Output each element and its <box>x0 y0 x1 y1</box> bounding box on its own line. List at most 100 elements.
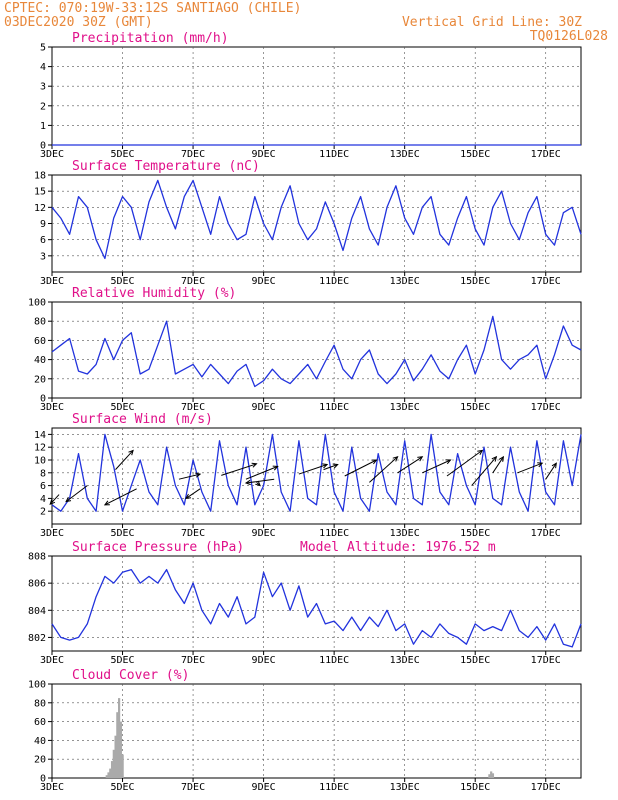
wind-arrow-shaft <box>104 488 137 506</box>
wind-arrow-shaft <box>298 464 328 475</box>
y-tick-label: 20 <box>34 374 46 385</box>
wind-arrow-shaft <box>492 456 504 474</box>
x-tick-label: 7DEC <box>181 276 205 287</box>
y-tick-label: 100 <box>28 298 46 309</box>
y-tick-label: 804 <box>28 606 46 617</box>
wind-arrow-head <box>185 493 192 500</box>
panel-annotation: Model Altitude: 1976.52 m <box>300 540 496 555</box>
wind-arrow-head <box>322 463 329 469</box>
header-location: CPTEC: 070:19W-33:12S SANTIAGO (CHILE) <box>4 1 301 16</box>
x-tick-label: 17DEC <box>531 655 561 666</box>
x-tick-label: 13DEC <box>390 276 420 287</box>
wind-arrow-shaft <box>397 456 423 474</box>
x-tick-label: 9DEC <box>252 655 276 666</box>
x-tick-label: 3DEC <box>40 655 64 666</box>
y-tick-label: 5 <box>40 43 46 54</box>
y-tick-label: 6 <box>40 235 46 246</box>
x-tick-label: 7DEC <box>181 655 205 666</box>
y-tick-label: 806 <box>28 579 46 590</box>
panel-title: Relative Humidity (%) <box>72 286 236 301</box>
wind-arrow-head <box>272 465 279 471</box>
x-tick-label: 9DEC <box>252 276 276 287</box>
cloud-bar <box>490 771 493 778</box>
wind-arrow-shaft <box>185 488 201 499</box>
wind-arrow-head <box>255 480 261 487</box>
y-tick-label: 12 <box>34 203 46 214</box>
wind-arrow-head <box>417 456 424 462</box>
x-tick-label: 13DEC <box>390 782 420 793</box>
x-tick-label: 9DEC <box>252 528 276 539</box>
y-tick-label: 2 <box>40 507 46 518</box>
y-tick-label: 808 <box>28 552 46 563</box>
x-tick-label: 7DEC <box>181 528 205 539</box>
wind-arrow-shaft <box>65 485 88 502</box>
cloud-bar <box>107 772 110 778</box>
wind-arrow-head <box>392 456 399 462</box>
wind-arrow-head <box>195 472 202 478</box>
panel-frame <box>51 683 582 779</box>
x-tick-label: 15DEC <box>460 149 490 160</box>
wind-arrow-head <box>251 462 258 468</box>
x-tick-label: 7DEC <box>181 782 205 793</box>
x-tick-label: 11DEC <box>319 402 349 413</box>
wind-arrow-shaft <box>517 462 543 474</box>
wind-arrow-head <box>103 500 110 506</box>
y-tick-label: 0 <box>40 141 46 152</box>
x-tick-label: 9DEC <box>252 402 276 413</box>
panels: Precipitation (mm/h) 3DEC 5DEC 7DEC 9DEC 11DE… <box>28 31 582 793</box>
x-tick-label: 11DEC <box>319 149 349 160</box>
cloud-bar <box>110 761 114 778</box>
wind-arrow-shaft <box>178 473 201 480</box>
y-tick-label: 18 <box>34 171 46 182</box>
panel-6: Cloud Cover (%) 3DEC 5DEC 7DEC 9DEC 11DEC 13DE… <box>28 668 582 793</box>
wind-arrow-head <box>445 459 452 465</box>
x-tick-label: 15DEC <box>460 276 490 287</box>
x-tick-label: 17DEC <box>531 402 561 413</box>
wind-arrow-shaft <box>245 465 278 480</box>
panel-frame <box>51 46 582 146</box>
y-tick-label: 1 <box>40 121 46 132</box>
wind-arrow-head <box>371 459 378 465</box>
wind-arrow-shaft <box>221 463 257 476</box>
x-tick-label: 3DEC <box>40 149 64 160</box>
x-tick-label: 17DEC <box>531 528 561 539</box>
wind-arrow-head <box>498 455 505 462</box>
x-tick-label: 17DEC <box>531 782 561 793</box>
series-line <box>51 315 582 388</box>
wind-arrow-shaft <box>545 462 557 480</box>
y-tick-label: 9 <box>40 219 46 230</box>
x-tick-label: 17DEC <box>531 276 561 287</box>
x-tick-label: 11DEC <box>319 528 349 539</box>
cloud-bar <box>118 698 121 778</box>
wind-arrow-shaft <box>446 449 483 477</box>
panel-frame <box>51 427 582 525</box>
x-tick-label: 17DEC <box>531 149 561 160</box>
y-tick-label: 12 <box>34 443 46 454</box>
x-tick-label: 3DEC <box>40 528 64 539</box>
x-tick-label: 13DEC <box>390 528 420 539</box>
x-tick-label: 11DEC <box>319 655 349 666</box>
series-line <box>51 179 582 260</box>
y-tick-label: 60 <box>34 717 46 728</box>
wind-arrow-shaft <box>344 459 377 477</box>
wind-arrow-shaft <box>422 459 451 474</box>
cloud-bar <box>114 735 117 778</box>
x-tick-label: 5DEC <box>110 149 134 160</box>
cloud-bar <box>109 768 112 778</box>
x-tick-label: 15DEC <box>460 655 490 666</box>
x-tick-label: 15DEC <box>460 528 490 539</box>
panel-3: Relative Humidity (%) 3DEC 5DEC 7DEC 9DEC 11D… <box>28 286 582 413</box>
wind-arrow-shaft <box>49 494 60 505</box>
cloud-bar <box>491 773 495 778</box>
cloud-bar <box>121 754 124 778</box>
panel-4: Surface Wind (m/s) 3DEC 5DEC 7DEC 9DEC 11DEC 1… <box>34 412 582 539</box>
y-tick-label: 0 <box>40 394 46 405</box>
y-tick-label: 14 <box>34 430 46 441</box>
panel-frame <box>51 555 582 652</box>
wind-arrow-head <box>65 496 72 503</box>
x-tick-label: 9DEC <box>252 782 276 793</box>
wind-arrow-head <box>332 463 339 469</box>
panel-title: Precipitation (mm/h) <box>72 31 229 46</box>
wind-arrow-head <box>477 449 484 456</box>
